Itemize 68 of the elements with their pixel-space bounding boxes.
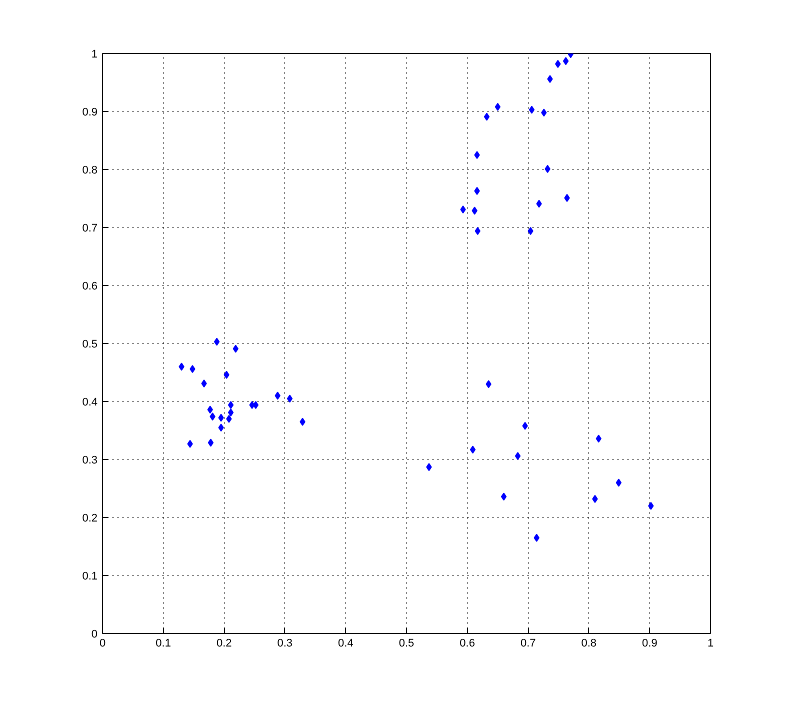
point: [218, 424, 224, 432]
point: [286, 394, 293, 403]
x-tick-label: 0.5: [398, 638, 414, 650]
point: [426, 463, 432, 472]
point: [474, 186, 480, 195]
point: [534, 534, 540, 542]
point: [484, 112, 490, 121]
point: [514, 452, 521, 460]
point: [201, 380, 207, 388]
x-tick-label: 0.9: [642, 638, 658, 650]
y-tick-label: 0.1: [82, 570, 98, 582]
point: [472, 206, 478, 215]
x-tick-label: 0.2: [216, 638, 232, 650]
point: [224, 370, 230, 379]
y-tick-label: 0.4: [82, 396, 98, 408]
y-tick-label: 0.7: [82, 222, 98, 234]
x-tick-label: 0.4: [338, 638, 354, 650]
point: [474, 226, 480, 235]
point: [596, 434, 602, 443]
point: [564, 194, 570, 202]
point: [274, 392, 280, 400]
y-tick-label: 0.3: [82, 454, 98, 466]
point: [214, 338, 220, 346]
point: [178, 362, 184, 371]
y-tick-label: 0: [91, 628, 98, 640]
point: [207, 406, 213, 414]
point: [500, 492, 507, 501]
point: [494, 102, 501, 111]
x-tick-label: 0: [99, 638, 106, 650]
point: [232, 344, 238, 353]
point: [460, 206, 466, 214]
x-tick-label: 0.3: [277, 638, 293, 650]
point: [210, 412, 216, 421]
x-tick-label: 0.7: [520, 638, 536, 650]
point: [528, 226, 534, 235]
point: [555, 60, 561, 68]
point: [470, 446, 476, 454]
y-tick-label: 0.8: [82, 164, 98, 176]
point: [228, 408, 234, 417]
point: [648, 502, 654, 510]
point: [226, 414, 232, 423]
point: [252, 400, 259, 409]
point: [616, 478, 622, 487]
point: [544, 164, 550, 173]
point: [187, 440, 193, 448]
x-tick-label: 0.6: [460, 638, 475, 650]
point: [541, 108, 547, 117]
y-tick-label: 0.6: [82, 280, 98, 292]
point: [208, 438, 214, 447]
x-tick-label: 0.1: [156, 638, 171, 650]
point: [228, 400, 234, 409]
point: [190, 365, 196, 374]
y-tick-label: 0.5: [82, 338, 98, 350]
point: [486, 380, 492, 388]
y-tick-label: 0.9: [82, 106, 98, 118]
y-tick-label: 0.2: [82, 512, 98, 524]
x-tick-label: 1: [707, 638, 714, 650]
point: [522, 422, 528, 430]
point: [474, 151, 480, 159]
point: [218, 414, 224, 422]
point: [300, 418, 306, 426]
point: [562, 57, 569, 66]
point: [536, 200, 542, 208]
y-tick-label: 1: [91, 48, 98, 60]
point: [547, 75, 553, 84]
point: [592, 494, 598, 503]
point: [528, 106, 535, 114]
x-tick-label: 0.8: [581, 638, 597, 650]
